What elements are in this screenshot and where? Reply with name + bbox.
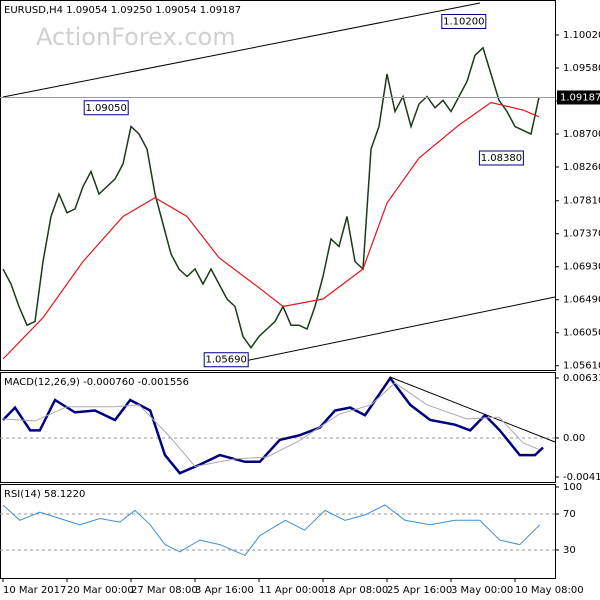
annotation-box — [83, 100, 129, 116]
y-tick-label: -0.004102 — [563, 472, 600, 483]
last-price-label: 1.09187 — [560, 92, 600, 103]
y-tick-label: 1.09580 — [563, 63, 600, 74]
watermark: ActionForex.com — [36, 23, 236, 51]
y-tick-label: 30 — [563, 545, 576, 556]
panel-frame — [0, 0, 556, 371]
series-line — [2, 382, 540, 468]
x-tick-label: 25 Apr 16:00 — [387, 585, 452, 596]
series-line — [2, 504, 541, 557]
annotation-box — [441, 14, 487, 30]
x-tick-label: 20 Mar 00:00 — [67, 585, 134, 596]
series-line — [2, 46, 540, 349]
panel-frame — [0, 372, 556, 483]
panel-title: MACD(12,26,9) -0.000760 -0.001556 — [4, 377, 189, 388]
series-line — [2, 376, 544, 475]
y-tick-label: 0.006319 — [563, 373, 600, 384]
y-tick-label: 1.06490 — [563, 295, 600, 306]
x-tick-label: 11 Apr 00:00 — [259, 585, 324, 596]
y-tick-label: 0.00 — [563, 433, 585, 444]
y-tick-label: 100 — [563, 482, 582, 493]
trend-line — [389, 376, 556, 443]
last-price-tag — [557, 90, 600, 105]
annotation-label: 1.09050 — [86, 103, 127, 114]
panel-frame — [0, 484, 556, 579]
trend-line — [2, 2, 481, 98]
y-tick-label: 1.07370 — [563, 229, 600, 240]
y-tick-label: 1.06050 — [563, 328, 600, 339]
x-tick-label: 18 Apr 08:00 — [323, 585, 388, 596]
y-tick-label: 70 — [563, 509, 576, 520]
annotation-label: 1.08380 — [481, 153, 522, 164]
y-tick-label: 1.08700 — [563, 129, 600, 140]
annotation-label: 1.05690 — [206, 355, 247, 366]
y-tick-label: 1.06930 — [563, 262, 600, 273]
y-tick-label: 1.07810 — [563, 196, 600, 207]
trend-line — [239, 296, 556, 363]
annotation-box — [478, 150, 524, 166]
x-tick-label: 10 Mar 2017 — [3, 585, 66, 596]
panel-title: RSI(14) 58.1220 — [4, 489, 85, 500]
panel-title: EURUSD,H4 1.09054 1.09250 1.09054 1.0918… — [4, 5, 241, 16]
x-tick-label: 3 Apr 16:00 — [195, 585, 254, 596]
annotation-label: 1.10200 — [443, 17, 484, 28]
y-tick-label: 1.10020 — [563, 30, 600, 41]
series-line — [2, 101, 540, 360]
y-tick-label: 1.05610 — [563, 361, 600, 372]
y-tick-label: 1.08260 — [563, 162, 600, 173]
x-tick-label: 3 May 00:00 — [451, 585, 513, 596]
x-tick-label: 10 May 08:00 — [515, 585, 584, 596]
x-tick-label: 27 Mar 08:00 — [131, 585, 198, 596]
annotation-box — [203, 352, 249, 368]
